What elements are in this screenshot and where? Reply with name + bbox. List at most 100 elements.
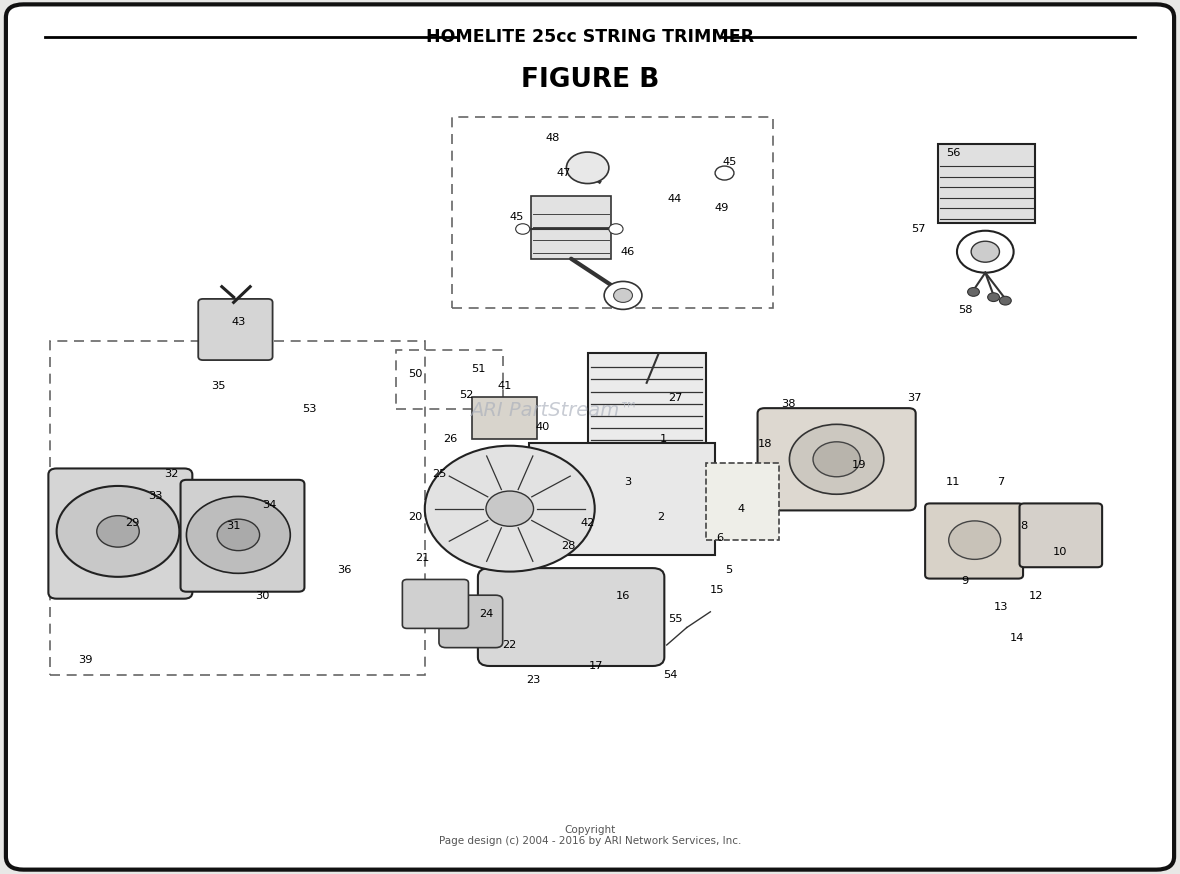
- Text: 18: 18: [758, 439, 772, 449]
- Text: 45: 45: [722, 156, 736, 167]
- Circle shape: [614, 288, 632, 302]
- FancyBboxPatch shape: [758, 408, 916, 510]
- Text: 58: 58: [958, 305, 972, 316]
- Bar: [531, 196, 611, 259]
- FancyBboxPatch shape: [181, 480, 304, 592]
- Text: 44: 44: [668, 194, 682, 205]
- Circle shape: [516, 224, 530, 234]
- Text: 48: 48: [545, 133, 559, 143]
- Text: 54: 54: [663, 669, 677, 680]
- Bar: [938, 144, 1035, 223]
- Text: 47: 47: [557, 168, 571, 178]
- Text: 26: 26: [444, 434, 458, 444]
- Circle shape: [971, 241, 999, 262]
- Circle shape: [566, 152, 609, 184]
- Circle shape: [57, 486, 179, 577]
- Text: 33: 33: [149, 491, 163, 502]
- Circle shape: [789, 425, 884, 495]
- Text: 16: 16: [616, 591, 630, 601]
- Circle shape: [968, 288, 979, 296]
- Text: 6: 6: [716, 532, 723, 543]
- Text: 5: 5: [726, 565, 733, 575]
- Bar: [50, 341, 425, 675]
- Circle shape: [97, 516, 139, 547]
- Text: 36: 36: [337, 565, 352, 575]
- Text: 46: 46: [621, 246, 635, 257]
- Text: 9: 9: [962, 576, 969, 586]
- Text: 41: 41: [498, 381, 512, 392]
- Text: 21: 21: [415, 552, 430, 563]
- FancyBboxPatch shape: [925, 503, 1023, 579]
- Text: 35: 35: [211, 381, 225, 392]
- Text: 12: 12: [1029, 591, 1043, 601]
- Circle shape: [715, 166, 734, 180]
- Text: 22: 22: [503, 640, 517, 650]
- Bar: [396, 350, 503, 409]
- Circle shape: [949, 521, 1001, 559]
- Text: 15: 15: [710, 585, 725, 595]
- Text: FIGURE B: FIGURE B: [520, 67, 660, 94]
- Text: 42: 42: [581, 517, 595, 528]
- Text: 45: 45: [510, 212, 524, 222]
- Text: 52: 52: [459, 390, 473, 400]
- Text: 29: 29: [125, 517, 139, 528]
- Text: 53: 53: [302, 404, 316, 414]
- Bar: [472, 397, 537, 439]
- FancyBboxPatch shape: [439, 595, 503, 648]
- Bar: [452, 117, 773, 308]
- Text: 55: 55: [668, 614, 682, 624]
- Text: 10: 10: [1053, 547, 1067, 558]
- Text: 7: 7: [997, 477, 1004, 488]
- FancyBboxPatch shape: [478, 568, 664, 666]
- Circle shape: [609, 224, 623, 234]
- FancyBboxPatch shape: [402, 579, 468, 628]
- Bar: [779, 413, 906, 500]
- Text: 17: 17: [589, 661, 603, 671]
- Text: 32: 32: [164, 468, 178, 479]
- FancyBboxPatch shape: [1020, 503, 1102, 567]
- Bar: [529, 443, 715, 555]
- Text: 20: 20: [408, 512, 422, 523]
- Text: 3: 3: [624, 477, 631, 488]
- Text: 4: 4: [738, 503, 745, 514]
- Text: 31: 31: [227, 521, 241, 531]
- Circle shape: [425, 446, 595, 572]
- Circle shape: [813, 442, 860, 477]
- Text: 13: 13: [994, 602, 1008, 613]
- Circle shape: [988, 293, 999, 302]
- Bar: [706, 463, 779, 540]
- Circle shape: [604, 281, 642, 309]
- Text: 39: 39: [78, 655, 92, 665]
- Text: 23: 23: [526, 675, 540, 685]
- Text: 27: 27: [668, 392, 682, 403]
- Text: 25: 25: [432, 468, 446, 479]
- Text: 11: 11: [946, 477, 961, 488]
- Text: 8: 8: [1021, 521, 1028, 531]
- Circle shape: [217, 519, 260, 551]
- Circle shape: [999, 296, 1011, 305]
- FancyBboxPatch shape: [48, 468, 192, 599]
- Text: 19: 19: [852, 460, 866, 470]
- Circle shape: [957, 231, 1014, 273]
- FancyBboxPatch shape: [198, 299, 273, 360]
- Text: 28: 28: [562, 541, 576, 551]
- Text: 57: 57: [911, 224, 925, 234]
- Bar: [588, 353, 706, 447]
- Text: 30: 30: [255, 591, 269, 601]
- Text: 56: 56: [946, 148, 961, 158]
- Text: Copyright
Page design (c) 2004 - 2016 by ARI Network Services, Inc.: Copyright Page design (c) 2004 - 2016 by…: [439, 825, 741, 846]
- Text: 49: 49: [715, 203, 729, 213]
- Text: 24: 24: [479, 608, 493, 619]
- Text: 43: 43: [231, 316, 245, 327]
- Text: 1: 1: [660, 434, 668, 444]
- Text: HOMELITE 25cc STRING TRIMMER: HOMELITE 25cc STRING TRIMMER: [426, 28, 754, 45]
- Text: 37: 37: [907, 392, 922, 403]
- Text: 40: 40: [536, 421, 550, 432]
- Text: 51: 51: [471, 364, 485, 374]
- Text: 50: 50: [408, 369, 422, 379]
- Text: ARI PartStream™: ARI PartStream™: [470, 401, 640, 420]
- Text: 14: 14: [1010, 633, 1024, 643]
- Circle shape: [486, 491, 533, 526]
- Circle shape: [186, 496, 290, 573]
- Text: 38: 38: [781, 399, 795, 409]
